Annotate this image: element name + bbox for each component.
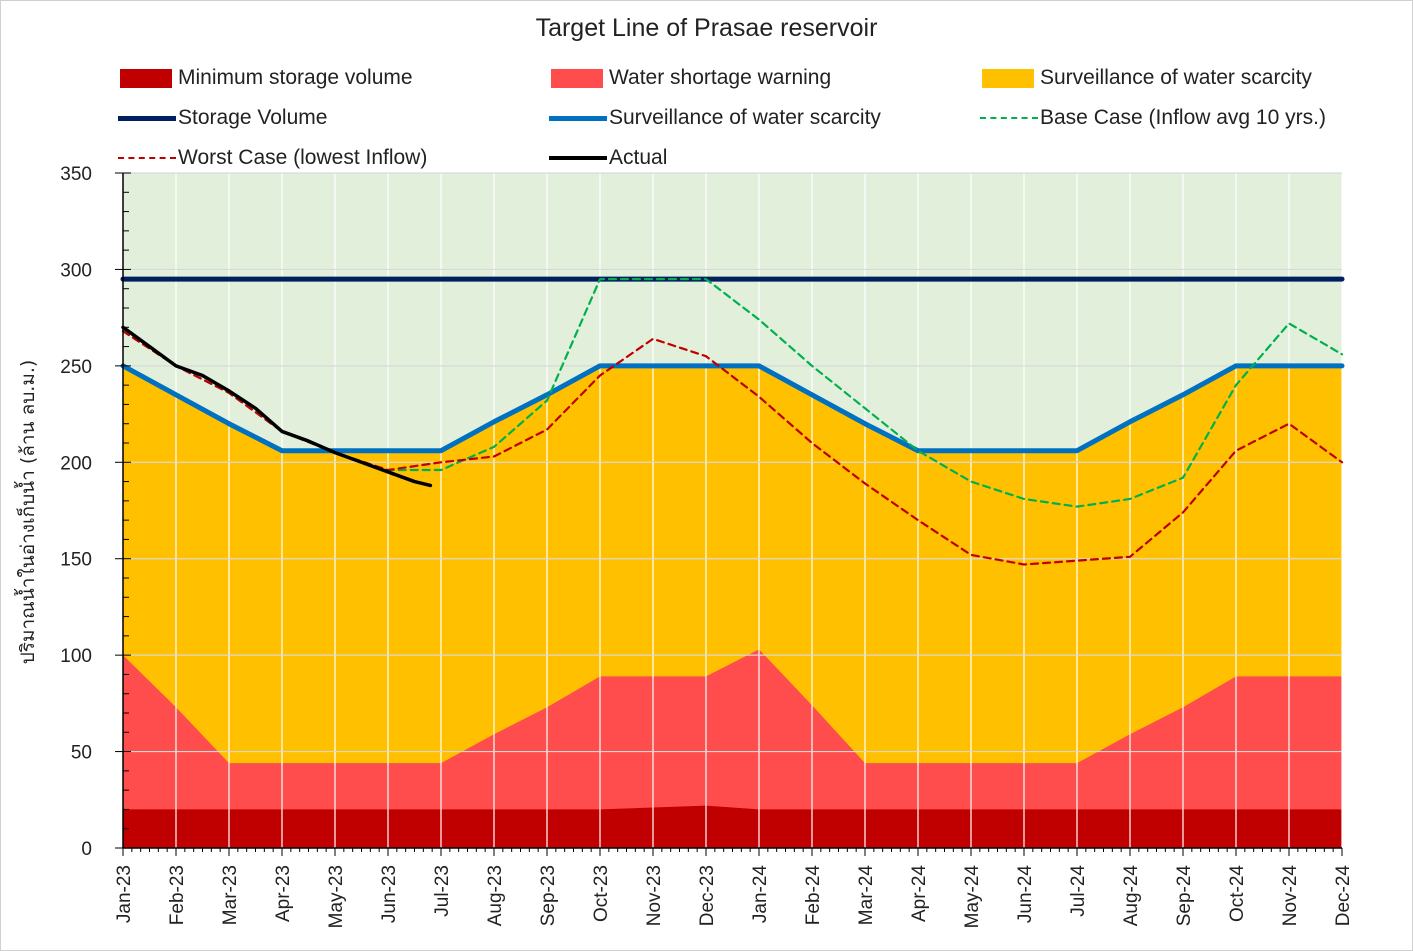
legend-label: Water shortage warning: [609, 66, 832, 89]
legend-item-surveillance-area: Surveillance of water scarcity: [982, 64, 1312, 92]
legend-label: Minimum storage volume: [178, 66, 413, 89]
x-tick-label: Jan-24: [750, 865, 771, 924]
x-tick-label: Jan-23: [114, 865, 135, 923]
legend-label: Worst Case (lowest Inflow): [178, 146, 428, 169]
legend-item-base-case: Base Case (Inflow avg 10 yrs.): [980, 104, 1326, 132]
legend-swatch-minimum-storage: [120, 68, 172, 88]
y-tick-label: 300: [60, 260, 92, 281]
x-tick-label: Jun-24: [1015, 865, 1036, 924]
x-tick-label: Nov-23: [644, 865, 665, 926]
line-actual: [121, 325, 433, 488]
legend-label: Actual: [609, 146, 668, 169]
legend-label: Base Case (Inflow avg 10 yrs.): [1040, 106, 1326, 129]
legend-line-surveillance: [549, 115, 607, 121]
x-tick-label: May-23: [326, 865, 347, 928]
area-water-shortage-warning: [123, 649, 1342, 848]
x-tick-label: Apr-23: [273, 865, 294, 922]
legend-item-storage-volume: Storage Volume: [118, 104, 327, 132]
gridlines: [123, 172, 1343, 848]
y-tick-label: 350: [60, 164, 92, 185]
y-tick-label: 150: [60, 550, 92, 571]
y-tick-label: 250: [60, 357, 92, 378]
x-tick-label: Sep-24: [1174, 865, 1195, 927]
line-series-group: [120, 276, 1345, 566]
axes: [115, 172, 1343, 856]
x-tick-label: Jul-24: [1068, 865, 1089, 917]
legend-swatch-surveillance-area: [982, 68, 1034, 88]
legend-item-surveillance-line: Surveillance of water scarcity: [549, 104, 881, 132]
legend-item-worst-case: Worst Case (lowest Inflow): [118, 144, 427, 172]
area-minimum-storage-volume: [123, 805, 1342, 848]
x-tick-label: Sep-23: [538, 865, 559, 926]
legend-line-base-case: [980, 117, 1038, 119]
x-tick-label: Oct-24: [1227, 865, 1248, 922]
legend-label: Storage Volume: [178, 106, 328, 129]
x-tick-label: Feb-24: [803, 865, 824, 926]
chart-title: Target Line of Prasae reservoir: [535, 14, 878, 42]
x-tick-label: May-24: [962, 865, 983, 929]
x-tick-label: Dec-23: [697, 865, 718, 926]
line-surveillance-of-water-scarcity: [120, 363, 1345, 454]
x-tick-label: Aug-24: [1121, 865, 1142, 927]
x-tick-label: Jul-23: [432, 865, 453, 917]
y-tick-label: 0: [81, 839, 92, 860]
y-axis-label: ปริมาณน้ำในอ่างเก็บน้ำ (ล้าน ลบ.ม.): [14, 360, 39, 665]
x-tick-label: Jun-23: [379, 865, 400, 923]
x-tick-label: Oct-23: [591, 865, 612, 922]
legend-line-actual: [549, 156, 607, 160]
legend-swatch-water-shortage: [551, 68, 603, 88]
x-tick-label: Mar-23: [220, 865, 241, 925]
x-tick-label: Apr-24: [909, 865, 930, 922]
legend-label: Surveillance of water scarcity: [1040, 66, 1312, 89]
y-tick-label: 200: [60, 453, 92, 474]
x-tick-label: Dec-24: [1333, 865, 1354, 927]
legend-line-storage-volume: [118, 115, 176, 121]
legend-item-minimum-storage: Minimum storage volume: [120, 64, 413, 92]
legend-line-worst-case: [118, 157, 176, 159]
x-tick-label: Nov-24: [1280, 865, 1301, 927]
x-tick-label: Mar-24: [856, 865, 877, 926]
x-tick-labels: Jan-23 Feb-23 Mar-23 Apr-23 May-23 Jun-23 Jul-…: [114, 865, 1354, 929]
y-tick-labels: 0 50 100 150 200 250 300 350: [60, 164, 92, 860]
y-tick-label: 50: [71, 743, 92, 764]
y-tick-label: 100: [60, 646, 92, 667]
x-tick-label: Aug-23: [485, 865, 506, 926]
x-tick-label: Feb-23: [167, 865, 188, 925]
legend-item-water-shortage: Water shortage warning: [551, 64, 831, 92]
legend-item-actual: Actual: [549, 144, 667, 172]
legend-label: Surveillance of water scarcity: [609, 106, 881, 129]
